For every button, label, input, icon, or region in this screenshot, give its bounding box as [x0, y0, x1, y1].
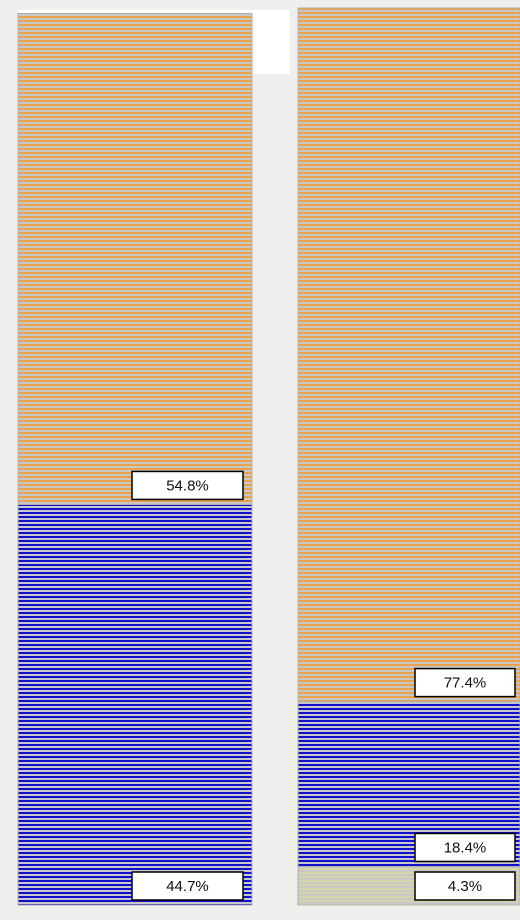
value-label: 18.4%: [444, 839, 487, 856]
value-label-box: [414, 667, 516, 698]
value-label: 4.3%: [448, 878, 482, 895]
value-label-box: [414, 871, 516, 901]
value-label-box: [131, 470, 244, 501]
value-label-box: [131, 871, 244, 901]
value-label-box: [414, 832, 516, 863]
bar-segment: [17, 503, 253, 906]
bar-segment: [297, 7, 520, 703]
value-label: 44.7%: [166, 878, 209, 895]
bar-segment: [17, 12, 253, 505]
value-label: 54.8%: [166, 477, 209, 494]
value-label: 77.4%: [444, 675, 487, 692]
